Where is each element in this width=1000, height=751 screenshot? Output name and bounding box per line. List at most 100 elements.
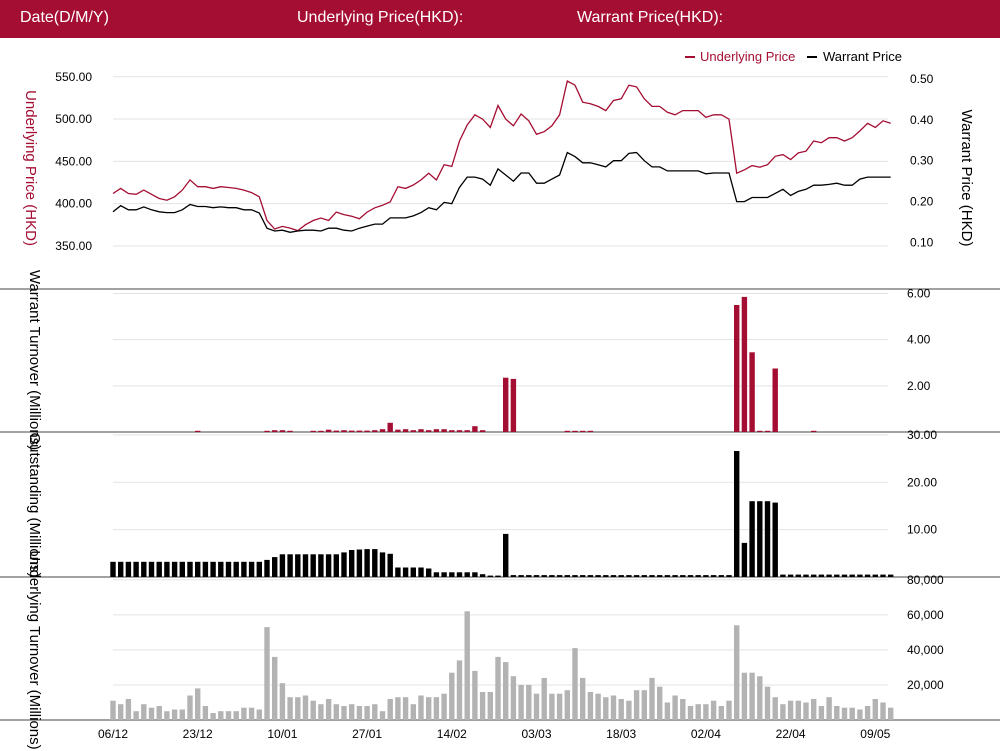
- outstanding-bar: [826, 574, 832, 577]
- warrant-turnover-bar: [364, 430, 370, 432]
- underlying-turnover-bar: [295, 697, 301, 720]
- outstanding-bar: [164, 561, 170, 577]
- outstanding-bar: [325, 554, 332, 577]
- outstanding-bar: [695, 575, 701, 577]
- outstanding-bar: [364, 549, 370, 577]
- outstanding-bar: [503, 533, 509, 577]
- warrant-turnover-bar: [387, 422, 393, 432]
- outstanding-bar: [310, 554, 316, 577]
- x-axis-tick: 10/01: [267, 727, 297, 741]
- underlying-turnover-bar: [595, 693, 601, 720]
- outstanding-bar: [410, 567, 416, 577]
- underlying-turnover-bar: [426, 697, 432, 720]
- outstanding-bar: [603, 575, 609, 577]
- underlying-turnover-bar: [633, 690, 640, 720]
- right-axis-tick: 0.50: [910, 72, 934, 86]
- outstanding-bar: [349, 550, 355, 577]
- underlying-turnover-bar: [564, 690, 570, 720]
- outstanding-bar: [641, 575, 647, 577]
- warrant-turnover-bar: [264, 430, 270, 432]
- outstanding-bar: [387, 553, 393, 577]
- outstanding-bar: [218, 561, 224, 577]
- warrant-turnover-bar: [449, 430, 455, 432]
- warrant-turnover-bar: [402, 429, 409, 432]
- underlying-turnover-bar: [872, 699, 878, 720]
- warrant-price-label: Warrant Price(HKD):: [577, 9, 724, 26]
- underlying-turnover-bar: [888, 707, 894, 720]
- underlying-turnover-bar: [241, 707, 247, 720]
- outstanding-bar: [187, 561, 193, 577]
- underlying-turnover-bar: [433, 697, 440, 720]
- warrant-turnover-bar: [433, 429, 440, 432]
- underlying-turnover-bar: [456, 660, 463, 720]
- underlying-turnover-bar: [695, 704, 701, 720]
- left-axis-tick: 450.00: [55, 154, 92, 168]
- outstanding-bar: [418, 567, 424, 577]
- outstanding-bar: [456, 572, 463, 577]
- underlying-turnover-bar: [310, 700, 316, 720]
- underlying-turnover-tick: 40,000: [907, 643, 944, 657]
- outstanding-bar: [233, 561, 239, 577]
- outstanding-bar: [118, 561, 124, 577]
- warrant-turnover-bar: [279, 430, 286, 432]
- warrant-turnover-bar: [749, 352, 755, 432]
- warrant-turnover-tick: 4.00: [907, 333, 931, 347]
- outstanding-bar: [726, 575, 732, 577]
- warrant-turnover-tick: 2.00: [907, 379, 931, 393]
- outstanding-bar: [741, 542, 748, 577]
- x-axis-tick: 14/02: [437, 727, 467, 741]
- outstanding-bar: [133, 561, 139, 577]
- underlying-turnover-bar: [487, 692, 493, 720]
- underlying-turnover-bar: [618, 699, 624, 720]
- outstanding-bar: [580, 575, 586, 577]
- underlying-turnover-bar: [549, 693, 555, 720]
- underlying-turnover-axis-title: Underlying Turnover (Millions): [26, 550, 43, 749]
- lines-layer: [112, 80, 891, 233]
- ticks-layer: 550.00 500.00 450.00 400.00 350.00 0.50 0.40 0.…: [55, 70, 944, 741]
- underlying-turnover-bar: [749, 672, 755, 720]
- warrant-turnover-bar: [318, 430, 324, 432]
- outstanding-bar: [171, 561, 178, 577]
- underlying-turnover-bar: [510, 676, 517, 720]
- date-label: Date(D/M/Y): [20, 9, 109, 26]
- right-axis-tick: 0.30: [910, 154, 934, 168]
- underlying-turnover-bar: [218, 711, 224, 720]
- underlying-turnover-bar: [649, 677, 655, 720]
- warrant-turnover-bar: [349, 430, 355, 432]
- outstanding-bar: [687, 575, 694, 577]
- underlying-turnover-bar: [410, 704, 416, 720]
- x-axis-tick: 06/12: [98, 727, 128, 741]
- outstanding-tick: 20.00: [907, 475, 937, 489]
- outstanding-axis-title: Outstanding (Millions): [26, 432, 43, 577]
- underlying-turnover-bar: [772, 697, 778, 720]
- warrant-turnover-bar: [272, 430, 278, 432]
- warrant-turnover-bar: [587, 430, 594, 432]
- warrant-turnover-bar: [418, 429, 424, 432]
- underlying-turnover-bar: [141, 704, 147, 720]
- outstanding-bar: [279, 554, 286, 577]
- warrant-turnover-bar: [333, 430, 339, 432]
- bars-layer: [110, 296, 894, 720]
- outstanding-bar: [333, 554, 339, 577]
- outstanding-bar: [295, 554, 301, 577]
- warrant-turnover-bar: [356, 430, 363, 432]
- underlying-turnover-tick: 20,000: [907, 678, 944, 692]
- outstanding-bar: [148, 561, 155, 577]
- warrant-turnover-bar: [472, 426, 478, 432]
- outstanding-bar: [526, 575, 532, 577]
- underlying-turnover-bar: [803, 702, 809, 720]
- outstanding-bar: [441, 572, 447, 577]
- outstanding-bar: [811, 574, 817, 577]
- x-axis-tick: 02/04: [691, 727, 721, 741]
- warrant-turnover-bar: [456, 430, 463, 432]
- underlying-turnover-bar: [225, 711, 232, 720]
- outstanding-bar: [372, 549, 378, 577]
- outstanding-tick: 10.00: [907, 523, 937, 537]
- underlying-turnover-bar: [279, 683, 286, 720]
- outstanding-bar: [195, 561, 201, 577]
- left-axis-tick: 550.00: [55, 70, 92, 84]
- outstanding-bar: [256, 561, 262, 577]
- underlying-turnover-bar: [248, 707, 255, 720]
- warrant-turnover-bar: [325, 429, 332, 432]
- outstanding-bar: [757, 501, 763, 577]
